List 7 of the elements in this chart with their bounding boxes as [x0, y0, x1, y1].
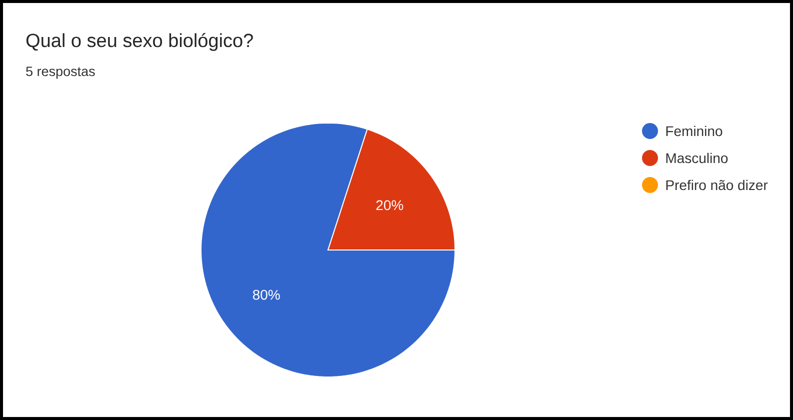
text: 5 respostas: [26, 66, 95, 79]
legend-label: Masculino: [666, 152, 728, 164]
data-label: 20%: [376, 200, 404, 210]
legend-label: Feminino: [666, 126, 722, 136]
legend-label: Prefiro não dizer: [666, 180, 768, 190]
chart-title: Qual o seu sexo biológico?: [26, 33, 253, 51]
data-label: 80%: [252, 290, 280, 300]
